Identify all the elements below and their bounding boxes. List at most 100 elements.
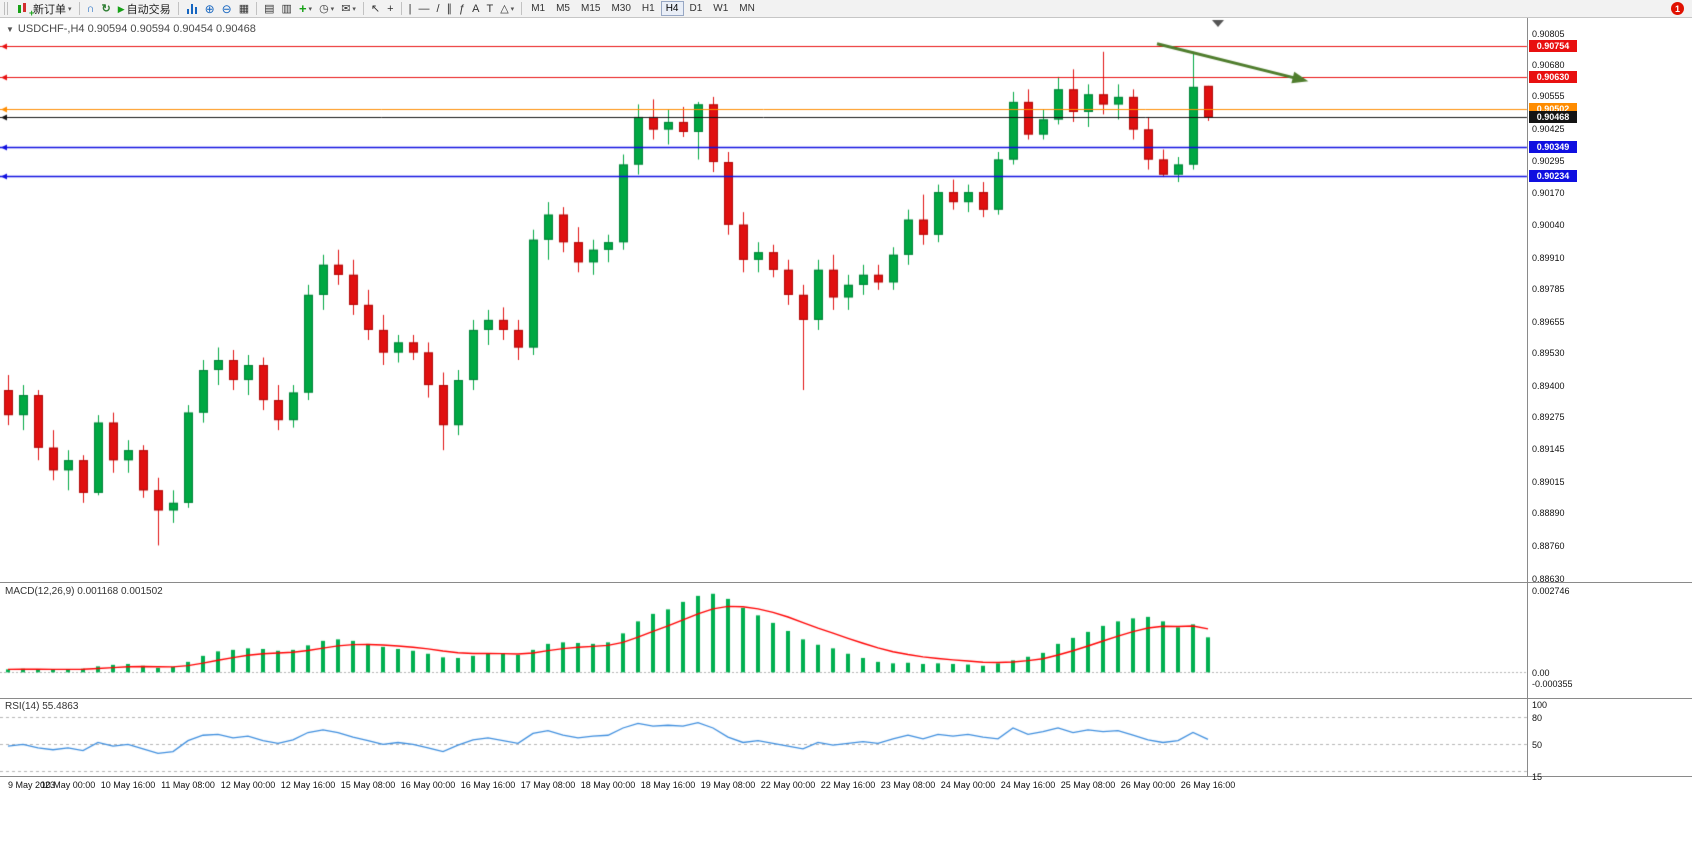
- macd-indicator-label: MACD(12,26,9) 0.001168 0.001502: [5, 586, 163, 597]
- new-order-icon: +: [16, 2, 34, 18]
- price-tick: 0.89655: [1532, 316, 1565, 327]
- time-tick: 12 May 00:00: [220, 780, 276, 790]
- price-tick: 0.90040: [1532, 220, 1565, 231]
- timeframe-h1-button[interactable]: H1: [637, 1, 660, 16]
- toolbar-separator: [362, 2, 364, 15]
- tile-windows-icon: ▦: [238, 2, 250, 15]
- auto-scroll-button[interactable]: ▤: [261, 1, 277, 17]
- headset-icon: ∩: [86, 2, 95, 15]
- vertical-line-button[interactable]: |: [406, 1, 415, 17]
- toolbar-separator: [400, 2, 402, 15]
- template-icon: ✉: [341, 2, 351, 15]
- bar-chart-button[interactable]: [183, 1, 201, 17]
- channel-button[interactable]: ∥: [444, 1, 456, 17]
- chevron-down-icon: ▾: [352, 5, 356, 13]
- chevron-down-icon: ▾: [510, 5, 515, 13]
- price-tick: 0.88890: [1532, 508, 1565, 519]
- time-tick: 10 May 00:00: [40, 780, 96, 790]
- support-button[interactable]: ∩: [84, 1, 98, 17]
- auto-trading-button[interactable]: ▶ 自动交易: [115, 1, 174, 17]
- fibonacci-icon: ƒ: [459, 2, 466, 15]
- new-order-button[interactable]: + 新订单 ▾: [13, 1, 75, 18]
- toolbar-separator: [256, 2, 258, 15]
- time-tick: 9 May 2023: [8, 780, 56, 790]
- price-tick: 0.90425: [1532, 123, 1565, 134]
- chevron-down-icon: ▾: [68, 5, 72, 13]
- price-line-label: 0.90630: [1529, 70, 1577, 83]
- timeframe-m1-button[interactable]: M1: [526, 1, 550, 16]
- channel-icon: ∥: [446, 2, 453, 15]
- macd-tick: -0.000355: [1532, 678, 1573, 689]
- time-tick: 11 May 08:00: [161, 780, 215, 790]
- rsi-tick: 15: [1532, 771, 1543, 782]
- rsi-panel-separator[interactable]: [0, 698, 1692, 699]
- text-label-button[interactable]: T: [483, 1, 496, 17]
- zoom-in-button[interactable]: ⊕: [202, 1, 218, 17]
- time-tick: 26 May 16:00: [1180, 780, 1236, 790]
- templates-button[interactable]: ✉ ▾: [338, 1, 359, 17]
- rsi-indicator-label: RSI(14) 55.4863: [5, 701, 79, 712]
- fibonacci-button[interactable]: ƒ: [456, 1, 468, 17]
- chevron-down-icon: ▾: [308, 5, 313, 13]
- chart-shift-icon: ▥: [281, 2, 292, 15]
- macd-tick: 0.002746: [1532, 585, 1570, 596]
- indicators-button[interactable]: + ▾: [296, 1, 315, 17]
- crosshair-button[interactable]: +: [384, 1, 396, 17]
- price-line-label: 0.90468: [1529, 111, 1577, 124]
- time-tick: 15 May 08:00: [340, 780, 396, 790]
- macd-tick: 0.00: [1532, 667, 1550, 678]
- time-tick: 22 May 00:00: [760, 780, 816, 790]
- horizontal-line-button[interactable]: —: [415, 1, 432, 17]
- timeframe-m30-button[interactable]: M30: [606, 1, 635, 16]
- community-button[interactable]: ↻: [98, 1, 113, 17]
- price-tick: 0.90170: [1532, 187, 1565, 198]
- price-tick: 0.88630: [1532, 573, 1565, 584]
- timeframe-m5-button[interactable]: M5: [551, 1, 575, 16]
- zoom-out-icon: ⊖: [221, 1, 232, 16]
- time-tick: 16 May 16:00: [460, 780, 516, 790]
- symbol-ohlc-text: USDCHF-,H4 0.90594 0.90594 0.90454 0.904…: [17, 23, 256, 35]
- shapes-button[interactable]: △ ▾: [497, 1, 517, 17]
- time-tick: 26 May 00:00: [1120, 780, 1176, 790]
- price-tick: 0.90295: [1532, 156, 1565, 167]
- collapse-triangle-icon[interactable]: ▼: [6, 24, 14, 34]
- tile-windows-button[interactable]: ▦: [236, 1, 252, 17]
- time-tick: 18 May 00:00: [580, 780, 636, 790]
- time-tick: 24 May 16:00: [1000, 780, 1056, 790]
- auto-scroll-icon: ▤: [264, 2, 275, 15]
- cursor-button[interactable]: ↖: [368, 1, 383, 17]
- timeframe-mn-button[interactable]: MN: [734, 1, 760, 16]
- timeframe-m15-button[interactable]: M15: [576, 1, 605, 16]
- notification-badge[interactable]: 1: [1671, 2, 1684, 15]
- auto-trading-label: 自动交易: [126, 3, 171, 16]
- price-line-label: 0.90349: [1529, 141, 1577, 154]
- shapes-icon: △: [500, 2, 509, 15]
- chevron-down-icon: ▾: [330, 5, 335, 13]
- text-button[interactable]: A: [469, 1, 482, 17]
- time-tick: 10 May 16:00: [100, 780, 156, 790]
- time-tick: 24 May 00:00: [940, 780, 996, 790]
- price-tick: 0.88760: [1532, 540, 1565, 551]
- timeframe-h4-button[interactable]: H4: [660, 1, 684, 16]
- vertical-line-icon: |: [408, 2, 412, 15]
- price-tick: 0.89015: [1532, 477, 1565, 488]
- price-tick: 0.89400: [1532, 380, 1565, 391]
- macd-panel-separator[interactable]: [0, 582, 1692, 583]
- rsi-tick: 50: [1532, 739, 1543, 750]
- timeframe-w1-button[interactable]: W1: [708, 1, 733, 16]
- periods-button[interactable]: ◷ ▾: [316, 1, 337, 17]
- trendline-button[interactable]: /: [433, 1, 442, 17]
- price-tick: 0.89530: [1532, 347, 1565, 358]
- time-tick: 12 May 16:00: [280, 780, 336, 790]
- bar-chart-icon: [186, 3, 198, 15]
- time-tick: 25 May 08:00: [1060, 780, 1116, 790]
- zoom-out-button[interactable]: ⊖: [219, 1, 235, 17]
- time-tick: 23 May 08:00: [880, 780, 936, 790]
- price-tick: 0.90555: [1532, 91, 1565, 102]
- toolbar-grip[interactable]: [4, 2, 8, 15]
- price-line-label: 0.90234: [1529, 170, 1577, 183]
- chart-shift-button[interactable]: ▥: [279, 1, 295, 17]
- timeframe-d1-button[interactable]: D1: [685, 1, 708, 16]
- price-tick: 0.89275: [1532, 411, 1565, 422]
